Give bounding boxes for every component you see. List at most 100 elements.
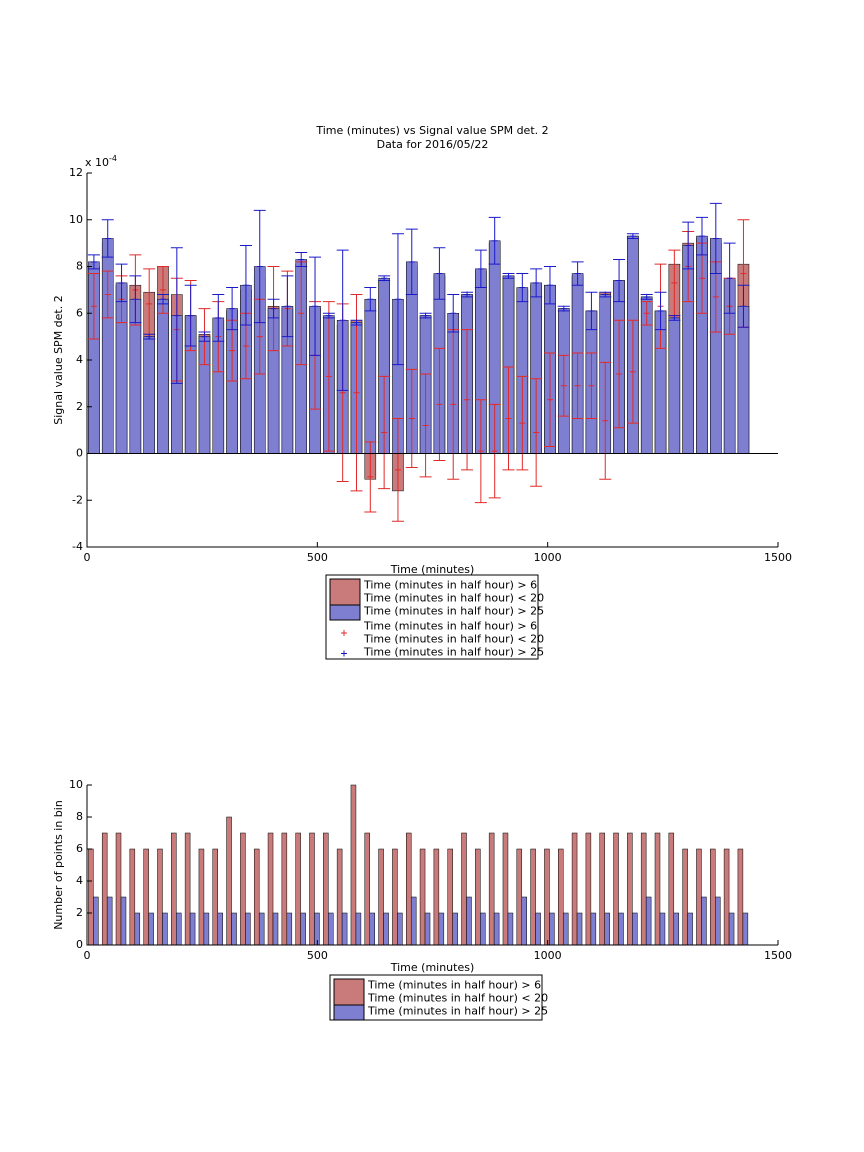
error-bar [378, 275, 391, 282]
error-bar [640, 301, 653, 326]
error-bar [737, 284, 750, 328]
y-tick-label: 6 [76, 842, 83, 855]
error-bar [405, 368, 418, 469]
error-bar [461, 291, 474, 298]
error-bar [267, 298, 280, 319]
legend-swatch [329, 578, 361, 606]
bar [88, 848, 94, 946]
bar [410, 896, 417, 946]
bar [341, 912, 348, 946]
bar [157, 848, 163, 946]
bar [723, 848, 730, 946]
bar [585, 832, 592, 946]
bar [419, 848, 426, 946]
error-bar [101, 270, 114, 319]
bar [93, 896, 99, 946]
bar [198, 848, 205, 946]
bar [480, 912, 486, 946]
chart-subtitle: Data for 2016/05/22 [377, 138, 489, 151]
legend-label: Time (minutes in half hour) > 6 Time (min… [363, 579, 544, 605]
bar [590, 912, 597, 946]
y-tick-label: 0 [76, 447, 83, 460]
y-multiplier: x 10-4 [85, 154, 117, 170]
error-bar [87, 273, 100, 340]
error-bar [447, 294, 460, 333]
error-bar [571, 352, 584, 419]
x-tick-label: 1000 [534, 949, 562, 962]
bar [231, 912, 237, 946]
error-bar [626, 233, 639, 240]
y-tick-label: 6 [76, 306, 83, 319]
error-bar [419, 312, 432, 319]
bar [673, 912, 680, 946]
bar [240, 832, 246, 946]
bar [101, 832, 108, 946]
error-bar [502, 272, 515, 279]
bar [258, 912, 265, 946]
bar [226, 816, 232, 946]
error-bar [599, 291, 612, 298]
bar [300, 912, 306, 946]
y-tick-label: 4 [76, 874, 83, 887]
y-tick-label: 10 [69, 213, 83, 226]
error-bar [640, 293, 653, 300]
x-tick-label: 1000 [534, 551, 562, 564]
bar [640, 832, 647, 946]
error-bar [709, 202, 722, 275]
bar [383, 912, 389, 946]
bar [558, 848, 564, 946]
error-bar [364, 287, 377, 312]
error-bar [530, 268, 543, 298]
legend-label: Time (minutes in half hour) > 6 Time (min… [363, 620, 544, 646]
error-bar [695, 216, 708, 256]
legend-marker [341, 630, 347, 636]
error-bar [364, 441, 377, 513]
error-bar [115, 263, 128, 303]
bar [217, 912, 223, 946]
error-bar [516, 273, 529, 303]
bar [452, 912, 458, 946]
error-bar [557, 305, 570, 312]
error-bar [170, 247, 183, 384]
legend-label: Time (minutes in half hour) > 25 [363, 605, 544, 618]
error-bar [419, 373, 432, 478]
bar [737, 848, 744, 946]
error-bar [626, 319, 639, 424]
error-bar [157, 266, 170, 314]
x-tick-label: 1500 [764, 551, 792, 564]
legend-label: Time (minutes in half hour) > 25 [367, 1005, 548, 1018]
error-bar [571, 261, 584, 286]
bar [286, 912, 293, 946]
bar [742, 912, 749, 946]
bar [355, 912, 362, 946]
bar [562, 912, 569, 946]
y-tick-label: 8 [76, 810, 83, 823]
bar [176, 912, 182, 946]
error-bar [668, 314, 681, 321]
bar [162, 912, 168, 946]
bar [668, 317, 681, 454]
error-bar [585, 291, 598, 331]
bar [134, 912, 141, 946]
bar [433, 848, 440, 946]
bar [516, 848, 523, 946]
bar [203, 912, 210, 946]
bar [502, 832, 509, 946]
error-bar [239, 244, 252, 326]
error-bar [585, 352, 598, 419]
bar [728, 912, 735, 946]
error-bar [599, 361, 612, 480]
bar [336, 848, 343, 946]
error-bar [405, 228, 418, 296]
bar [475, 848, 481, 946]
error-bar [101, 219, 114, 258]
y-axis-label: Signal value SPM det. 2 [52, 295, 65, 425]
error-bar [157, 294, 170, 305]
error-bar [433, 347, 446, 462]
bar [397, 912, 403, 946]
x-tick-label: 500 [307, 551, 328, 564]
bar [272, 912, 279, 946]
error-bar [184, 284, 197, 347]
y-tick-label: 10 [69, 778, 83, 791]
bar [106, 896, 113, 946]
